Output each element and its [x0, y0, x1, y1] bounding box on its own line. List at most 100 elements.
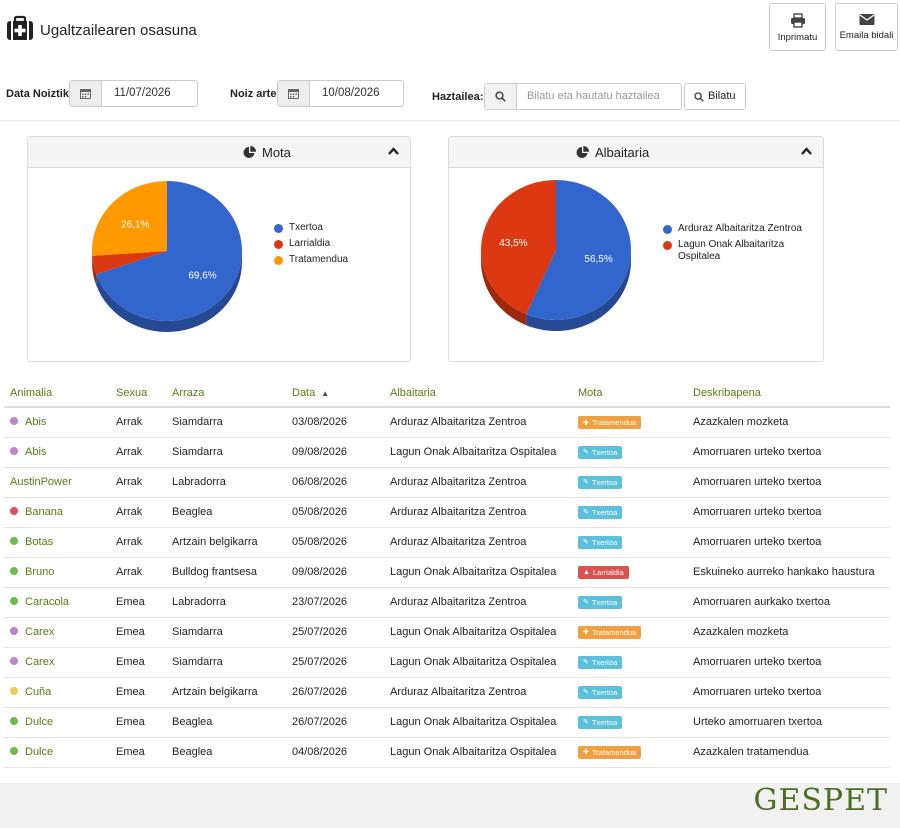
column-header-vet[interactable]: Albaitaria	[384, 380, 572, 408]
pie-slice-side	[481, 250, 527, 326]
table-row[interactable]: Dulce Emea Beaglea 04/08/2026 Lagun Onak Alb…	[4, 737, 890, 768]
cell-description: Amorruaren urteko txertoa	[687, 437, 890, 468]
table-row[interactable]: Banana Arrak Beaglea 05/08/2026 Arduraz Alba…	[4, 497, 890, 528]
txertoa-icon: ✎	[583, 719, 589, 727]
animal-color-dot	[10, 657, 18, 666]
cell-sex: Arrak	[110, 497, 166, 528]
column-header-breed[interactable]: Arraza	[166, 380, 286, 408]
cell-breed: Bulldog frantsesa	[166, 557, 286, 588]
cell-type: ✎ Txertoa	[572, 527, 687, 558]
cell-date: 25/07/2026	[286, 647, 384, 678]
cell-breed: Siamdarra	[166, 407, 286, 438]
cell-animal[interactable]: Carex	[4, 647, 110, 678]
column-header-description[interactable]: Deskribapena	[687, 380, 890, 408]
table-row[interactable]: Carex Emea Siamdarra 25/07/2026 Lagun Onak A…	[4, 617, 890, 648]
cell-sex: Arrak	[110, 527, 166, 558]
to-date-value: 10/08/2026	[322, 87, 380, 99]
calendar-icon[interactable]	[278, 81, 310, 106]
cell-type: ✚ Tratamendua	[572, 407, 687, 438]
pie-slice-arduraz-albaitaritza-zentroa[interactable]	[526, 180, 631, 320]
type-badge-label: Txertoa	[591, 537, 618, 547]
cell-vet: Lagun Onak Albaitaritza Ospitalea	[384, 617, 572, 648]
table-row[interactable]: AustinPower Arrak Labradorra 06/08/2026 Ardu…	[4, 467, 890, 498]
from-date-field[interactable]: 11/07/2026	[69, 80, 198, 107]
legend-item[interactable]: Lagun Onak Albaitaritza Ospitalea	[663, 239, 818, 263]
type-badge: ✚ Tratamendua	[578, 416, 642, 429]
pie-slice-side	[96, 251, 242, 332]
cell-breed: Siamdarra	[166, 617, 286, 648]
cell-animal[interactable]: Bruno	[4, 557, 110, 588]
pie-slice-tratamendua[interactable]	[92, 181, 167, 256]
email-button[interactable]: Emaila bidali	[835, 3, 898, 51]
cell-animal[interactable]: Botas	[4, 527, 110, 558]
column-header-animal[interactable]: Animalia	[4, 380, 110, 408]
table-header-row: Animalia Sexua Arraza Data ▲ Albaitaria M…	[4, 380, 890, 408]
table-row[interactable]: Botas Arrak Artzain belgikarra 05/08/2026 Ar…	[4, 527, 890, 558]
table-row[interactable]: Dulce Emea Beaglea 26/07/2026 Lagun Onak Alb…	[4, 707, 890, 738]
pie-data-label: 43,5%	[499, 238, 527, 249]
cell-animal[interactable]: Abis	[4, 407, 110, 438]
cell-animal[interactable]: AustinPower	[4, 467, 110, 498]
cell-animal[interactable]: Carex	[4, 617, 110, 648]
table-row[interactable]: Caracola Emea Labradorra 23/07/2026 Arduraz …	[4, 587, 890, 618]
cell-description: Amorruaren aurkako txertoa	[687, 587, 890, 618]
table-row[interactable]: Abis Arrak Siamdarra 09/08/2026 Lagun Onak A…	[4, 437, 890, 468]
to-date-field[interactable]: 10/08/2026	[277, 80, 404, 107]
from-date-label: Data Noiztik	[6, 88, 69, 100]
cell-animal[interactable]: Cuña	[4, 677, 110, 708]
chart-panel-title: Albaitaria	[576, 145, 649, 160]
animal-name: Dulce	[25, 746, 54, 758]
type-badge-label: Larrialdia	[592, 568, 624, 577]
table-row[interactable]: Abis Arrak Siamdarra 03/08/2026 Arduraz Alba…	[4, 407, 890, 438]
column-header-type[interactable]: Mota	[572, 380, 687, 408]
type-badge: ✎ Txertoa	[578, 595, 623, 609]
calendar-icon[interactable]	[70, 81, 102, 106]
cell-sex: Arrak	[110, 437, 166, 468]
cell-animal[interactable]: Caracola	[4, 587, 110, 618]
legend-item[interactable]: Tratamendua	[274, 254, 348, 266]
cell-animal[interactable]: Abis	[4, 437, 110, 468]
pie-data-label: 69,6%	[188, 270, 216, 281]
chevron-up-icon[interactable]	[801, 147, 812, 155]
chevron-up-icon[interactable]	[388, 147, 399, 155]
legend-item[interactable]: Txertoa	[274, 222, 348, 234]
cell-breed: Beaglea	[166, 737, 286, 768]
table-body: Abis Arrak Siamdarra 03/08/2026 Arduraz Alba…	[4, 407, 890, 768]
from-date-value: 11/07/2026	[114, 87, 171, 99]
column-header-sex[interactable]: Sexua	[110, 380, 166, 408]
cell-description: Azazkalen mozketa	[687, 617, 890, 648]
type-badge-label: Tratamendua	[591, 418, 637, 427]
cell-animal[interactable]: Banana	[4, 497, 110, 528]
cell-animal[interactable]: Dulce	[4, 737, 110, 768]
cell-breed: Artzain belgikarra	[166, 677, 286, 708]
pie-slice-lagun-onak-albaitaritza-ospitalea[interactable]	[480, 180, 556, 315]
cell-vet: Arduraz Albaitaritza Zentroa	[384, 677, 572, 708]
type-badge-label: Txertoa	[591, 507, 618, 517]
type-badge-label: Tratamendua	[591, 627, 637, 637]
table-row[interactable]: Cuña Emea Artzain belgikarra 26/07/2026 Ardu…	[4, 677, 890, 708]
search-button[interactable]: Bilatu	[684, 83, 746, 110]
cell-date: 25/07/2026	[286, 617, 384, 648]
legend-item[interactable]: Larrialdia	[274, 238, 348, 250]
legend-item[interactable]: Arduraz Albaitaritza Zentroa	[663, 223, 818, 235]
animal-color-dot	[10, 687, 18, 696]
cell-vet: Arduraz Albaitaritza Zentroa	[384, 587, 572, 618]
to-date-label: Noiz arte	[230, 88, 277, 100]
column-header-date[interactable]: Data ▲	[286, 380, 384, 408]
cell-animal[interactable]: Dulce	[4, 707, 110, 738]
breeder-search-input[interactable]: Bilatu eta hautatu haztailea	[484, 83, 682, 110]
type-badge-label: Txertoa	[591, 717, 618, 727]
animal-name: Bruno	[25, 566, 55, 578]
chart-panel-header[interactable]: Mota	[28, 137, 410, 168]
print-button[interactable]: Inprimatu	[769, 3, 826, 51]
table-row[interactable]: Bruno Arrak Bulldog frantsesa 09/08/2026 Lag…	[4, 557, 890, 588]
pie-slice-larrialdia[interactable]	[92, 251, 167, 275]
tratamendua-icon: ✚	[583, 749, 589, 757]
footer: GESPET	[0, 783, 900, 828]
chart-panel-header[interactable]: Albaitaria	[449, 137, 823, 168]
cell-description: Eskuineko aurreko hankako haustura	[687, 557, 890, 588]
animal-color-dot	[10, 507, 18, 516]
chart-title: Mota	[262, 145, 291, 160]
table-row[interactable]: Carex Emea Siamdarra 25/07/2026 Lagun Onak A…	[4, 647, 890, 678]
pie-slice-txertoa[interactable]	[96, 181, 242, 321]
